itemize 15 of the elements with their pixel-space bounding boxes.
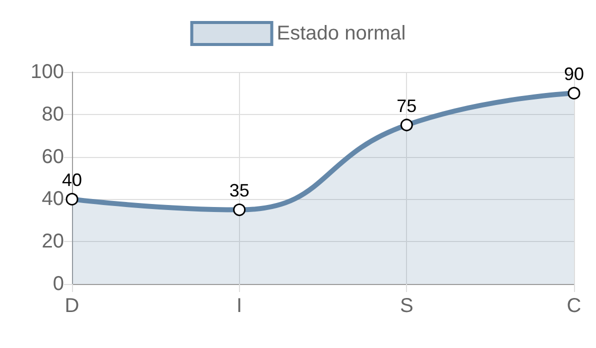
data-label: 40 [62,170,82,190]
x-tick-label: S [400,295,414,317]
x-tick-label: C [566,295,582,317]
data-label: 35 [229,180,250,201]
data-label: 75 [396,96,417,116]
x-tick-label: D [64,295,80,317]
y-tick-label: 60 [42,146,64,168]
y-tick-label: 20 [42,230,64,253]
y-tick-label: 80 [42,103,64,126]
legend-label: Estado normal [276,22,406,44]
x-tick-label: I [236,295,242,317]
y-tick-label: 0 [52,273,64,295]
y-tick-label: 100 [30,61,64,83]
data-label: 90 [564,64,584,84]
y-tick-label: 40 [42,188,64,210]
